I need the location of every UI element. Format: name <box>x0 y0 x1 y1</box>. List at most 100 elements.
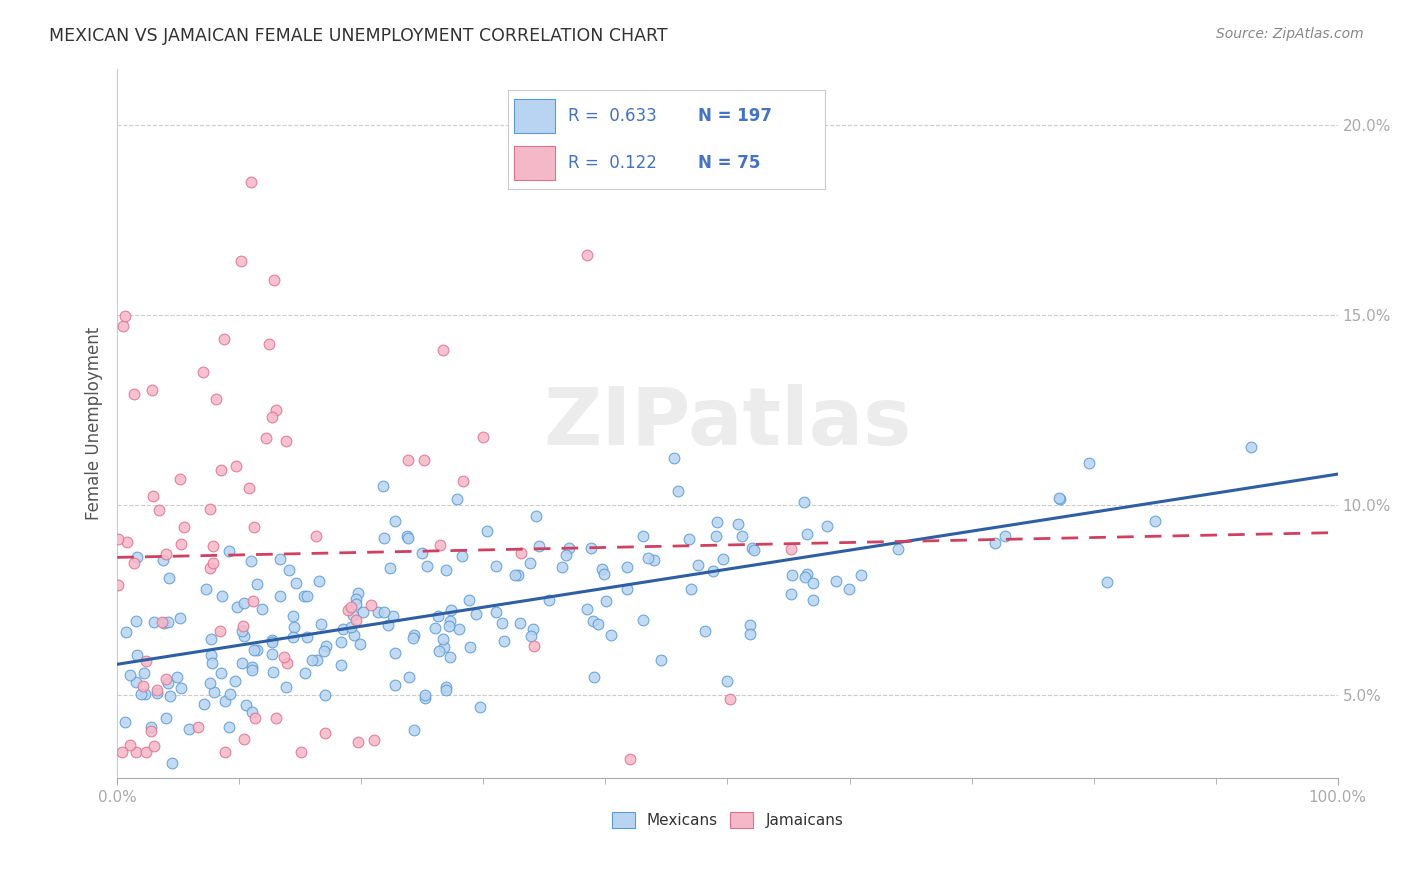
Point <box>146 686 169 700</box>
Point <box>202 685 225 699</box>
Point <box>127 549 149 564</box>
Point <box>1097 574 1119 589</box>
Point <box>398 670 420 684</box>
Point <box>851 567 873 582</box>
Point <box>129 687 152 701</box>
Point <box>436 683 458 698</box>
Point <box>232 596 254 610</box>
Point <box>295 630 318 644</box>
Point <box>352 605 374 619</box>
Point <box>593 567 616 582</box>
Point <box>233 731 256 746</box>
Point <box>451 474 474 488</box>
Point <box>135 745 157 759</box>
Point <box>202 539 225 553</box>
Point <box>283 620 305 634</box>
Point <box>458 640 481 654</box>
Point <box>468 700 491 714</box>
Point <box>432 343 454 357</box>
Point <box>509 615 531 630</box>
Point <box>503 568 526 582</box>
Point <box>107 532 129 546</box>
Point <box>238 481 260 495</box>
Point <box>135 654 157 668</box>
Point <box>742 543 765 558</box>
Point <box>111 745 134 759</box>
Point <box>314 644 336 658</box>
Point <box>332 622 354 636</box>
Point <box>477 524 499 538</box>
Point <box>396 531 419 545</box>
Point <box>141 384 163 398</box>
Point <box>524 508 547 523</box>
Point <box>274 434 297 449</box>
Point <box>232 629 254 643</box>
Point <box>200 632 222 646</box>
Point <box>143 739 166 754</box>
Point <box>838 582 860 597</box>
Point <box>142 489 165 503</box>
Point <box>231 624 253 638</box>
Point <box>382 609 405 624</box>
Point <box>650 653 672 667</box>
Point <box>301 653 323 667</box>
Point <box>114 309 136 323</box>
Point <box>485 558 508 573</box>
Point <box>156 615 179 629</box>
Point <box>214 332 236 346</box>
Point <box>170 681 193 695</box>
Point <box>111 318 134 333</box>
Point <box>367 605 389 619</box>
Point <box>702 564 724 578</box>
Point <box>1078 456 1101 470</box>
Point <box>177 722 200 736</box>
Point <box>218 720 240 734</box>
Point <box>402 631 425 645</box>
Point <box>731 528 754 542</box>
Point <box>339 620 361 634</box>
Point <box>1239 440 1261 454</box>
Point <box>240 663 263 677</box>
Point <box>582 614 605 628</box>
Point <box>294 665 316 680</box>
Point <box>118 667 141 681</box>
Point <box>281 630 304 644</box>
Point <box>169 472 191 486</box>
Point <box>194 582 217 596</box>
Point <box>446 491 468 506</box>
Point <box>984 535 1007 549</box>
Point <box>198 561 221 575</box>
Point <box>727 516 749 531</box>
Point <box>132 666 155 681</box>
Point <box>439 614 461 628</box>
Point <box>437 619 460 633</box>
Point <box>506 567 529 582</box>
Point <box>346 591 368 606</box>
Point <box>491 615 513 630</box>
Point <box>413 691 436 706</box>
Point <box>716 673 738 688</box>
Point <box>264 403 287 417</box>
Point <box>139 724 162 739</box>
Point <box>232 619 254 633</box>
Point <box>402 723 425 738</box>
Point <box>740 617 762 632</box>
Point <box>1143 514 1166 528</box>
Point <box>145 682 167 697</box>
Point <box>465 607 488 621</box>
Point <box>817 519 839 533</box>
Point <box>114 714 136 729</box>
Point <box>290 745 312 759</box>
Point <box>579 541 602 556</box>
Point <box>252 602 274 616</box>
Point <box>155 711 177 725</box>
Point <box>492 634 515 648</box>
Point <box>307 653 329 667</box>
Point <box>153 616 176 631</box>
Point <box>198 501 221 516</box>
Point <box>202 556 225 570</box>
Text: MEXICAN VS JAMAICAN FEMALE UNEMPLOYMENT CORRELATION CHART: MEXICAN VS JAMAICAN FEMALE UNEMPLOYMENT … <box>49 27 668 45</box>
Point <box>231 657 253 671</box>
Point <box>662 450 685 465</box>
Point <box>235 698 257 712</box>
